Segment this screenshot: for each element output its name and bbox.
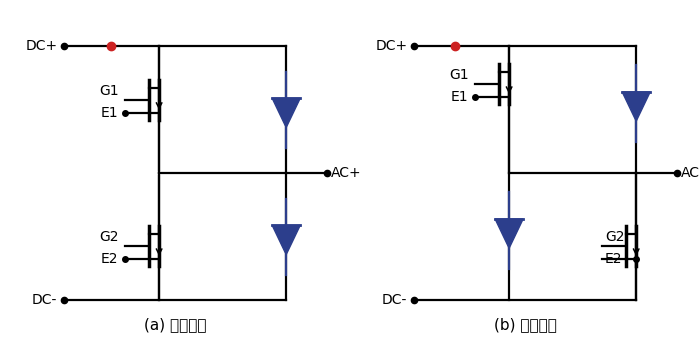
Text: E2: E2 <box>605 252 622 266</box>
Polygon shape <box>272 98 300 127</box>
Text: DC-: DC- <box>32 293 57 307</box>
Text: G2: G2 <box>99 230 118 244</box>
Polygon shape <box>272 225 300 255</box>
Text: G2: G2 <box>605 230 624 244</box>
Text: DC+: DC+ <box>375 39 407 53</box>
Text: E1: E1 <box>451 90 468 104</box>
Text: G1: G1 <box>449 68 468 82</box>
Polygon shape <box>622 92 650 121</box>
Text: AC+: AC+ <box>330 166 361 180</box>
Text: G1: G1 <box>99 84 118 98</box>
Text: DC+: DC+ <box>25 39 57 53</box>
Text: AC+: AC+ <box>680 166 700 180</box>
Text: E1: E1 <box>101 106 118 120</box>
Text: DC-: DC- <box>382 293 407 307</box>
Polygon shape <box>495 219 523 248</box>
Text: (a) 传统封装: (a) 传统封装 <box>144 317 206 332</box>
Text: E2: E2 <box>101 252 118 266</box>
Text: (b) 叠层封装: (b) 叠层封装 <box>494 317 556 332</box>
